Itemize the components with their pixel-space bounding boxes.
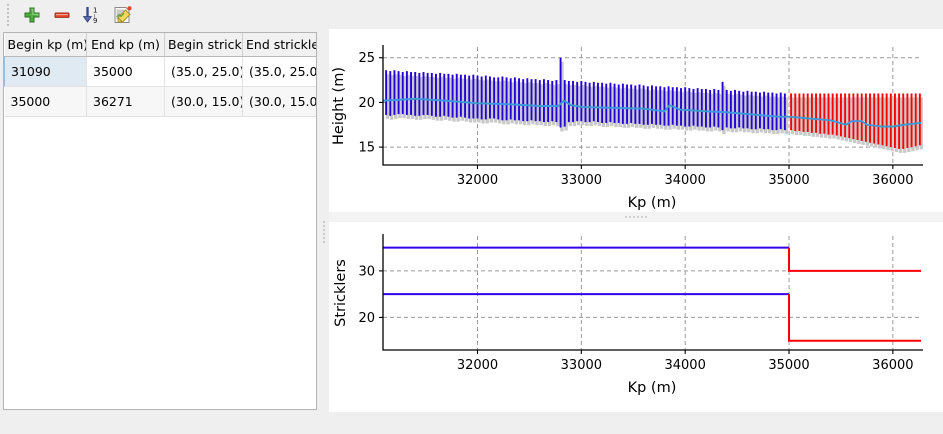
y-tick-label: 15 xyxy=(358,141,375,156)
bar-series xyxy=(790,93,923,153)
cell-begin-stricklers[interactable]: (30.0, 15.0) xyxy=(164,86,243,117)
column-header-end-kp[interactable]: End kp (m) xyxy=(86,33,165,57)
height-profile-canvas: 32000 33000 34000 35000 36000 15 20 25 Kp (m) Hei… xyxy=(331,45,923,211)
svg-text:9: 9 xyxy=(93,17,97,25)
sort-descending-button[interactable]: 1 9 xyxy=(77,2,107,28)
table-header: Begin kp (m) End kp (m) Begin strickle E… xyxy=(4,33,316,57)
column-header-begin-stricklers[interactable]: Begin strickle xyxy=(164,33,243,57)
stricklers-chart[interactable]: 32000 33000 34000 35000 36000 20 30 Kp (m) Stric… xyxy=(329,222,943,412)
toolbar-drag-handle[interactable] xyxy=(3,3,12,26)
segments-table-panel[interactable]: Begin kp (m) End kp (m) Begin strickle E… xyxy=(3,32,317,410)
x-tick-label: 35000 xyxy=(768,173,809,188)
cell-end-kp[interactable]: 35000 xyxy=(86,56,165,87)
minus-icon xyxy=(54,12,70,18)
edit-button[interactable] xyxy=(107,2,137,28)
data-line xyxy=(788,294,921,342)
cell-begin-kp[interactable]: 35000 xyxy=(4,86,87,117)
cell-end-stricklers[interactable]: (30.0, 15.0) xyxy=(242,86,316,117)
x-tick-label: 33000 xyxy=(561,173,602,188)
x-tick-label: 32000 xyxy=(457,358,498,373)
y-tick-label: 20 xyxy=(358,96,375,111)
bar-series xyxy=(385,57,788,135)
toolbar: 1 9 xyxy=(0,0,943,29)
x-axis-title: Kp (m) xyxy=(628,195,677,211)
table-body: 31090 35000 (35.0, 25.0) (35.0, 25.0) 35… xyxy=(4,55,316,117)
x-tick-label: 34000 xyxy=(664,173,705,188)
cell-begin-stricklers[interactable]: (35.0, 25.0) xyxy=(164,56,243,87)
data-line xyxy=(788,247,921,272)
x-axis-title: Kp (m) xyxy=(628,380,677,396)
column-header-begin-kp[interactable]: Begin kp (m) xyxy=(4,33,87,57)
vertical-splitter-handle[interactable] xyxy=(318,29,329,434)
stricklers-canvas: 32000 33000 34000 35000 36000 20 30 Kp (m) Stric… xyxy=(333,234,923,396)
splitter-grip-dots xyxy=(322,220,325,243)
cell-begin-kp[interactable]: 31090 xyxy=(4,55,87,87)
y-tick-label: 30 xyxy=(358,264,375,279)
cell-end-stricklers[interactable]: (35.0, 25.0) xyxy=(242,56,316,87)
svg-text:1: 1 xyxy=(93,6,97,14)
remove-row-button[interactable] xyxy=(47,2,77,28)
table-row[interactable]: 35000 36271 (30.0, 15.0) (30.0, 15.0) xyxy=(4,86,316,117)
x-tick-label: 36000 xyxy=(872,358,913,373)
y-axis-title: Stricklers xyxy=(333,259,349,327)
splitter-grip-dots xyxy=(625,216,647,218)
x-tick-label: 36000 xyxy=(872,173,913,188)
sort-down-1-9-icon: 1 9 xyxy=(82,6,97,25)
table-header-row: Begin kp (m) End kp (m) Begin strickle E… xyxy=(4,33,316,57)
axis-spines xyxy=(382,45,923,166)
table-row[interactable]: 31090 35000 (35.0, 25.0) (35.0, 25.0) xyxy=(4,55,316,87)
x-tick-label: 35000 xyxy=(768,358,809,373)
data-line xyxy=(382,97,922,128)
y-tick-label: 20 xyxy=(358,311,375,326)
y-tick-label: 25 xyxy=(358,51,375,66)
horizontal-splitter-handle[interactable] xyxy=(329,212,943,222)
x-tick-label: 33000 xyxy=(561,358,602,373)
edit-note-icon xyxy=(114,5,132,23)
cell-end-kp[interactable]: 36271 xyxy=(86,86,165,117)
height-profile-chart[interactable]: 32000 33000 34000 35000 36000 15 20 25 Kp (m) Hei… xyxy=(329,29,943,212)
y-axis-title: Height (m) xyxy=(331,67,347,145)
x-tick-label: 32000 xyxy=(457,173,498,188)
add-row-button[interactable] xyxy=(17,2,47,28)
x-tick-label: 34000 xyxy=(664,358,705,373)
axis-spines xyxy=(382,234,923,351)
plus-icon xyxy=(24,7,40,22)
segments-table: Begin kp (m) End kp (m) Begin strickle E… xyxy=(4,33,316,117)
column-header-end-stricklers[interactable]: End strickler xyxy=(242,33,316,57)
